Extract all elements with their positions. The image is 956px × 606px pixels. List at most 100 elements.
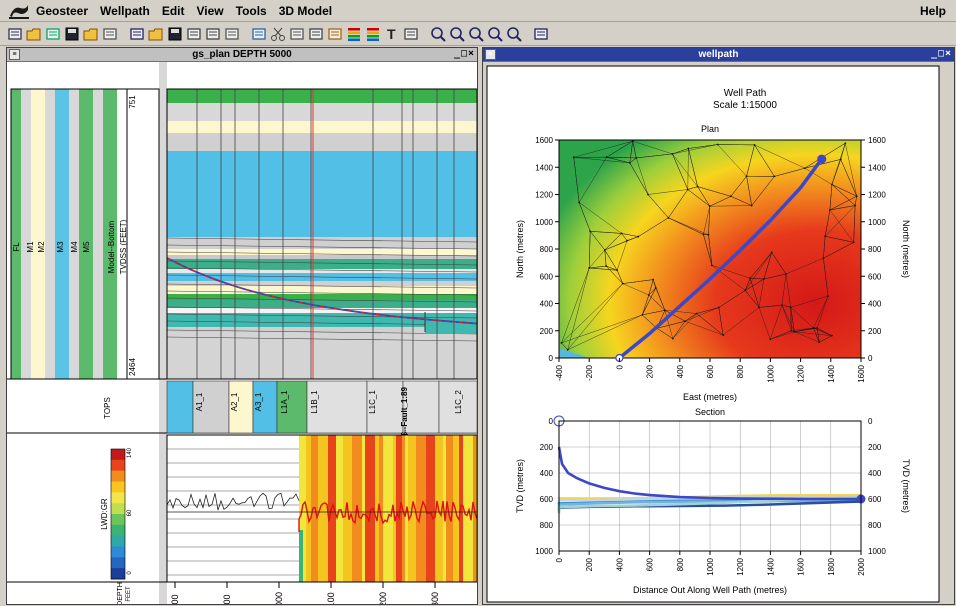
geosteer-view[interactable]: FL M1 M2 M3 M4 M5 Model--Bottom TVDSS (FEET) 751… [7, 62, 477, 604]
copy-icon[interactable] [307, 25, 324, 42]
layers-icon[interactable] [364, 25, 381, 42]
split-icon[interactable] [204, 25, 221, 42]
paste-icon[interactable] [326, 25, 343, 42]
tops-marker-band [402, 380, 440, 434]
log-heat-band [463, 435, 473, 582]
log-heat-band [336, 435, 343, 582]
plan-ytick-label-right: 600 [868, 272, 882, 281]
page-icon[interactable] [128, 25, 145, 42]
log-heat-band [362, 435, 365, 582]
section-ylabel-right: TVD (metres) [901, 459, 911, 513]
window-controls[interactable]: _□× [453, 48, 475, 59]
log-scale-label: 140 [127, 447, 133, 458]
log-colorbar-segment [111, 470, 125, 482]
tops-marker-label: L1C_2 [454, 390, 463, 414]
zoom-fit-icon[interactable] [467, 25, 484, 42]
menu-geosteer[interactable]: Geosteer [36, 3, 89, 18]
section-xtick-label: 800 [676, 557, 685, 571]
track-label: M5 [82, 241, 91, 253]
log-colorbar-segment [111, 546, 125, 558]
plan-well-path [618, 158, 824, 360]
log-heat-band [443, 435, 446, 582]
menu-wellpath[interactable]: Wellpath [100, 3, 150, 18]
grid-icon[interactable] [345, 25, 362, 42]
new-icon[interactable] [6, 25, 23, 42]
cut-icon[interactable] [288, 25, 305, 42]
zoom-reset-icon[interactable] [486, 25, 503, 42]
window-controls[interactable]: _□× [930, 48, 952, 59]
menu-tools[interactable]: Tools [235, 3, 267, 18]
menu-view[interactable]: View [196, 3, 224, 18]
text-icon[interactable]: T [383, 25, 400, 42]
tops-marker-label: L1A_1 [280, 390, 289, 414]
plan-xtick-label: 1600 [857, 364, 866, 382]
log-colorbar-segment [111, 557, 125, 569]
track-label: Model--Bottom [107, 220, 116, 273]
open-folder-icon[interactable] [147, 25, 164, 42]
save-disk-icon[interactable] [166, 25, 183, 42]
well-trajectory-dash [167, 257, 477, 325]
tops-marker-label: A2_1 [230, 392, 239, 411]
plan-ytick-label: 400 [540, 300, 554, 309]
log-heat-band [396, 435, 402, 582]
depth-axis-unit: FEET [126, 586, 132, 602]
menu-bar: Geosteer Wellpath Edit View Tools 3D Mod… [0, 0, 956, 22]
pick-icon[interactable] [223, 25, 240, 42]
track-label: M4 [70, 241, 79, 253]
menu-edit[interactable]: Edit [161, 3, 185, 18]
depth-tick-label: 1000 [274, 592, 284, 604]
wellpath-heading: Well Path [724, 88, 767, 99]
track-label: M3 [56, 241, 65, 253]
zoom-box-icon[interactable] [505, 25, 522, 42]
track-label: M2 [37, 241, 46, 253]
save-icon[interactable] [63, 25, 80, 42]
section-xtick-label: 600 [646, 557, 655, 571]
model-column [31, 89, 45, 379]
log-heat-band [383, 435, 393, 582]
tops-marker-band [438, 380, 477, 434]
plan-heatmap [559, 140, 861, 358]
gs-plan-titlebar[interactable]: ≡ gs_plan DEPTH 5000 _□× [7, 48, 477, 62]
book-icon[interactable] [532, 25, 549, 42]
wellpath-titlebar[interactable]: ≡ wellpath _□× [483, 48, 954, 62]
zoom-in-icon[interactable] [429, 25, 446, 42]
section-ytick-label: 1000 [535, 547, 553, 556]
settings-icon[interactable] [101, 25, 118, 42]
box-icon[interactable] [402, 25, 419, 42]
window-menu-icon[interactable]: ≡ [9, 49, 20, 60]
tops-marker-band [228, 380, 254, 434]
log-colorbar-segment [111, 449, 125, 461]
log-colorbar-segment [111, 459, 125, 472]
log-scale-label: 0 [127, 571, 133, 575]
tops-marker-label: $$--Fault_1:89 [400, 387, 409, 441]
section-title: Section [695, 407, 725, 417]
refresh-icon[interactable] [44, 25, 61, 42]
load-icon[interactable] [82, 25, 99, 42]
image-icon[interactable] [250, 25, 267, 42]
plan-xtick-label: -200 [585, 364, 594, 381]
plan-ytick-label-right: 1600 [868, 136, 886, 145]
section-ytick-label-right: 800 [868, 521, 882, 530]
model-column [93, 89, 103, 379]
plan-ylabel: North (metres) [515, 220, 525, 278]
menu-3d-model[interactable]: 3D Model [278, 3, 333, 18]
scissors-icon[interactable] [269, 25, 286, 42]
track-label: TVDSS (FEET) [119, 219, 128, 274]
window-icon[interactable] [185, 25, 202, 42]
tops-marker-label: L1B_1 [310, 390, 319, 414]
window-menu-icon[interactable]: ≡ [485, 49, 496, 60]
tops-marker-band [276, 380, 308, 434]
log-heat-band [446, 435, 453, 582]
track-label: M1 [26, 241, 35, 253]
tops-label: TOPS [103, 397, 112, 419]
menu-help[interactable]: Help [919, 4, 946, 18]
tops-marker-band [192, 380, 230, 434]
log-colorbar-segment [111, 535, 125, 547]
log-colorbar-segment [111, 524, 125, 537]
open-icon[interactable] [25, 25, 42, 42]
zoom-out-icon[interactable] [448, 25, 465, 42]
section-ytick-label: 800 [540, 521, 554, 530]
model-column [79, 89, 93, 379]
section-xtick-label: 200 [585, 557, 594, 571]
